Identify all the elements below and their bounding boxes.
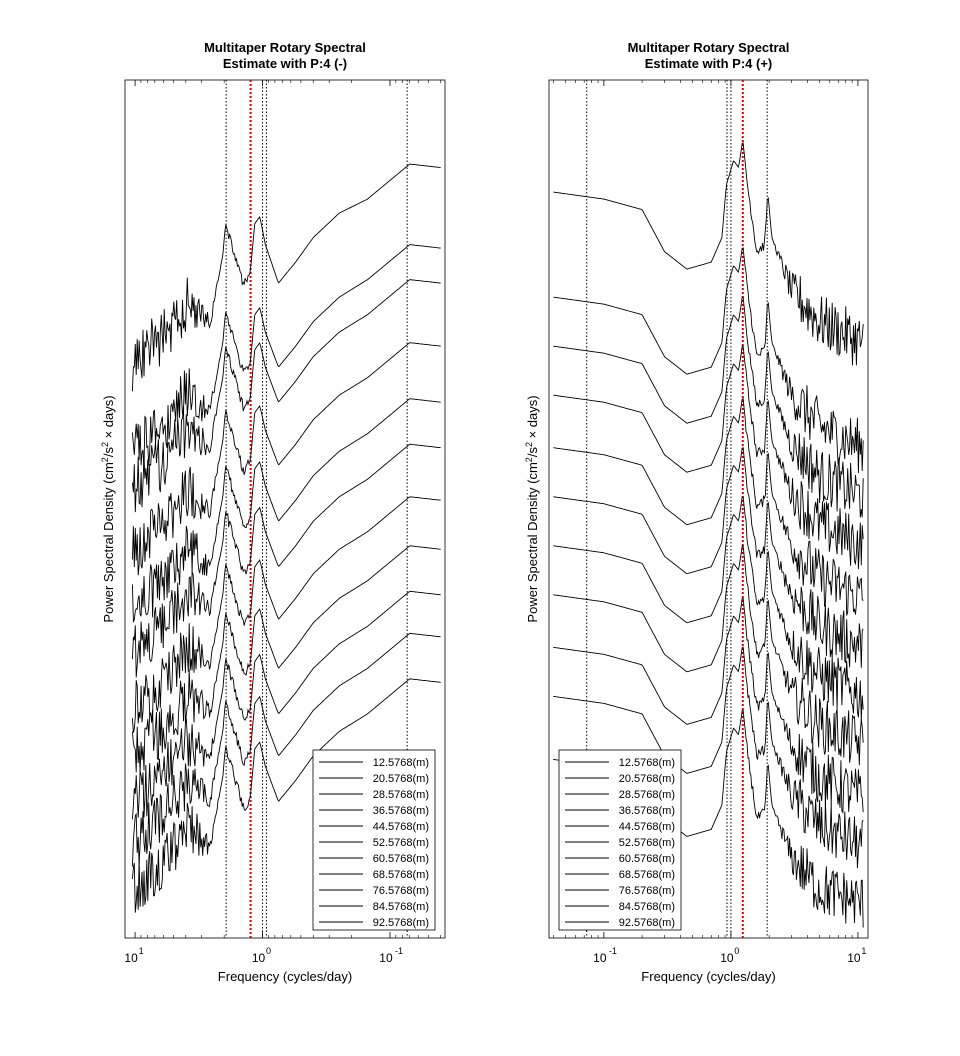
legend-box (312, 749, 436, 931)
series-line (131, 496, 441, 733)
series-line (131, 590, 441, 820)
legend-box (558, 749, 682, 931)
legend-entry: 60.5768(m) (619, 853, 675, 865)
x-tick-exponent: 1 (861, 946, 866, 956)
series-line (131, 678, 441, 913)
series-line (131, 545, 441, 773)
legend-entry: 12.5768(m) (373, 757, 429, 769)
legend-entry: 92.5768(m) (619, 917, 675, 929)
x-tick-exponent: 0 (266, 946, 271, 956)
axes-box (548, 79, 869, 939)
series-line (553, 646, 864, 869)
x-tick-label: 10 (593, 951, 607, 965)
y-axis-label: Power Spectral Density (cm2/s2 × days) (524, 395, 540, 622)
legend-entry: 44.5768(m) (619, 821, 675, 833)
legend: 12.5768(m) 20.5768(m) 28.5768(m) 36.5768(m)… (312, 749, 436, 931)
series-line (553, 345, 864, 570)
legend-entry: 20.5768(m) (619, 773, 675, 785)
legend-entry: 36.5768(m) (373, 805, 429, 817)
x-tick-exponent: -1 (395, 946, 403, 956)
series-line (131, 398, 441, 624)
series-line (131, 163, 441, 392)
legend-entry: 20.5768(m) (373, 773, 429, 785)
x-tick-exponent: 1 (139, 946, 144, 956)
legend: 12.5768(m) 20.5768(m) 28.5768(m) 36.5768(m)… (558, 749, 682, 931)
series-line (131, 244, 441, 471)
series-line (131, 632, 441, 867)
legend-entry: 84.5768(m) (619, 901, 675, 913)
series-line (131, 279, 441, 513)
legend-entry: 68.5768(m) (619, 869, 675, 881)
plot-area (553, 80, 864, 938)
x-tick-label: 10 (720, 951, 734, 965)
legend-entry: 12.5768(m) (619, 757, 675, 769)
legend-entry: 52.5768(m) (373, 837, 429, 849)
x-tick-exponent: -1 (609, 946, 617, 956)
x-tick-label: 10 (252, 951, 266, 965)
x-tick-label: 10 (847, 951, 861, 965)
legend-entry: 28.5768(m) (619, 789, 675, 801)
legend-entry: 76.5768(m) (373, 885, 429, 897)
series-line (131, 443, 441, 678)
legend-entry: 44.5768(m) (373, 821, 429, 833)
series-line (553, 247, 864, 474)
x-tick-exponent: 0 (734, 946, 739, 956)
series-line (553, 142, 864, 366)
x-tick-label: 10 (379, 951, 393, 965)
legend-entry: 76.5768(m) (619, 885, 675, 897)
chart-title-line: Estimate with P:4 (-) (223, 56, 347, 71)
chart-title-line: Multitaper Rotary Spectral (204, 40, 366, 55)
legend-entry: 60.5768(m) (373, 853, 429, 865)
legend-entry: 52.5768(m) (619, 837, 675, 849)
legend-entry: 92.5768(m) (373, 917, 429, 929)
legend-entry: 68.5768(m) (373, 869, 429, 881)
legend-entry: 28.5768(m) (373, 789, 429, 801)
chart-title-line: Estimate with P:4 (+) (645, 56, 773, 71)
legend-entry: 36.5768(m) (619, 805, 675, 817)
series-line (553, 296, 864, 518)
series-line (553, 446, 864, 668)
legend-entry: 84.5768(m) (373, 901, 429, 913)
series-line (131, 342, 441, 576)
series-line (553, 495, 864, 721)
series-line (553, 397, 864, 616)
series-line (553, 597, 864, 814)
x-tick-label: 10 (124, 951, 138, 965)
x-axis-label: Frequency (cycles/day) (641, 969, 775, 984)
series-line (553, 544, 864, 766)
chart-title-line: Multitaper Rotary Spectral (628, 40, 790, 55)
y-axis-label: Power Spectral Density (cm2/s2 × days) (100, 395, 116, 622)
axes-box (124, 79, 446, 939)
x-axis-label: Frequency (cycles/day) (218, 969, 352, 984)
